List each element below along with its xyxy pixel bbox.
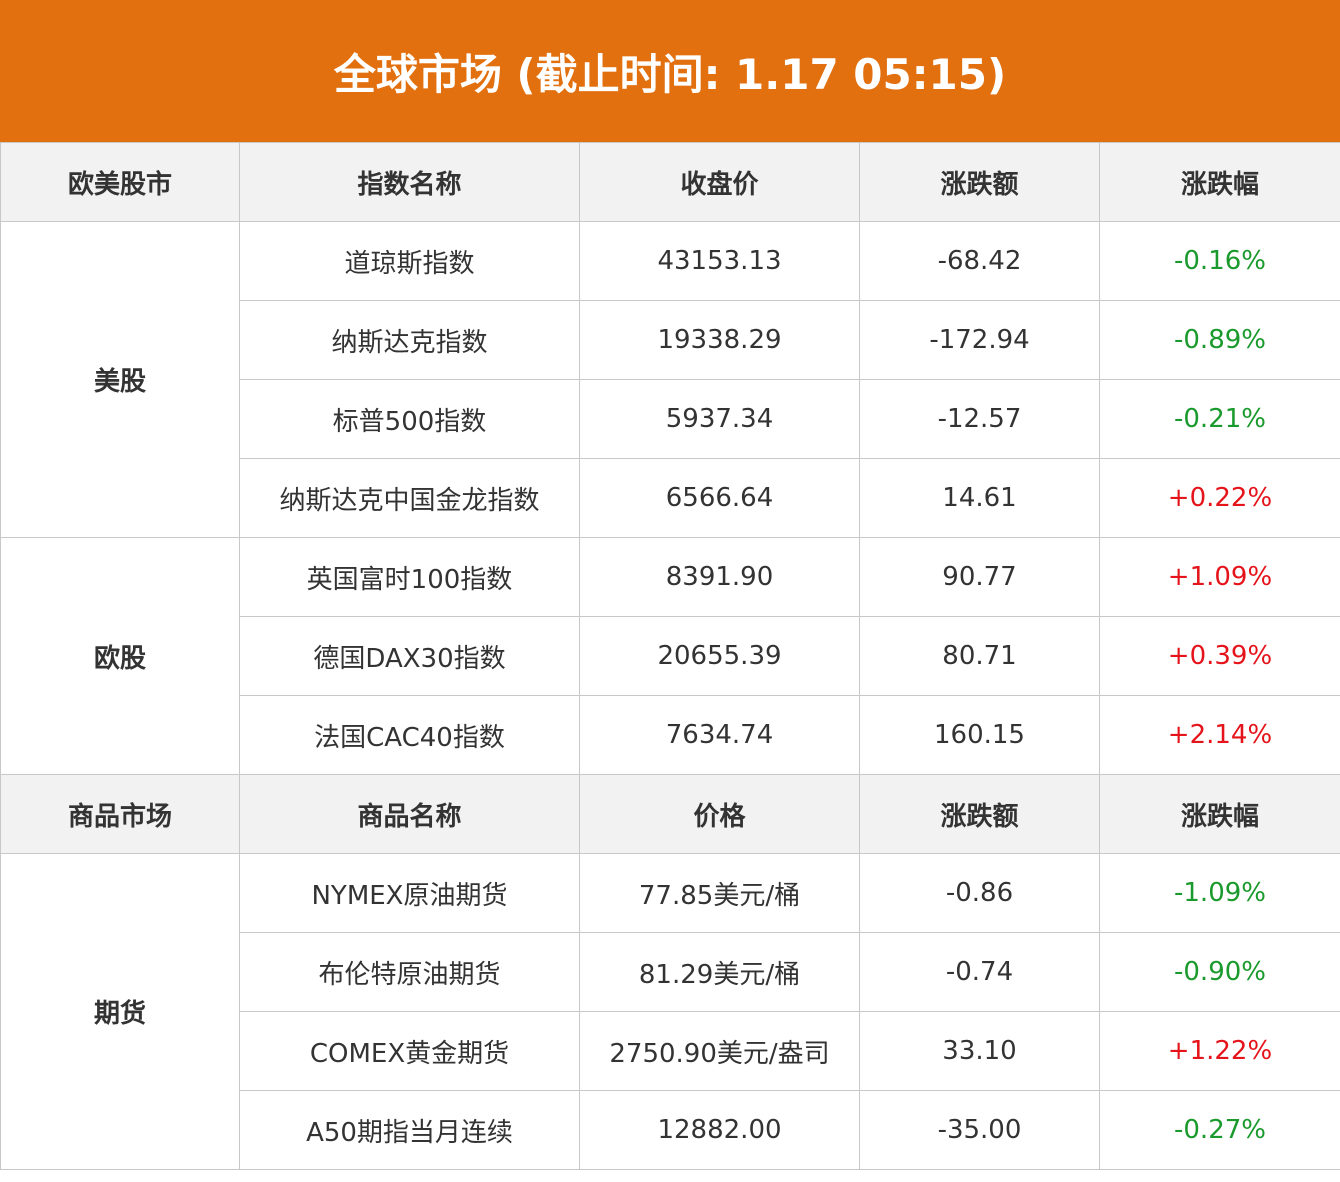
cell: 77.85美元/桶 [579,853,860,933]
cell: 2750.90美元/盎司 [579,1011,860,1091]
header-cell: 商品市场 [0,774,240,854]
market-table: 欧美股市 指数名称 收盘价 涨跌额 涨跌幅 美股 道琼斯指数 43153.13 -68.42 -0… [0,142,1340,1170]
header-cell: 涨跌幅 [1099,142,1340,222]
cell: 80.71 [859,616,1100,696]
cell: -68.42 [859,221,1100,301]
cell: -0.16% [1099,221,1340,301]
cell: -0.90% [1099,932,1340,1012]
data-row: 期货 NYMEX原油期货 77.85美元/桶 -0.86 -1.09% [0,853,1340,1170]
cell: -0.27% [1099,1090,1340,1170]
header-cell: 收盘价 [579,142,860,222]
cell: A50期指当月连续 [239,1090,580,1170]
cell: 20655.39 [579,616,860,696]
group-cell: 欧股 [0,537,240,775]
cell: 7634.74 [579,695,860,775]
cell: 道琼斯指数 [239,221,580,301]
data-row: 纳斯达克中国金龙指数 6566.64 14.61 +0.22% [1,458,1340,538]
cell: -0.21% [1099,379,1340,459]
cell: COMEX黄金期货 [239,1011,580,1091]
cell: -12.57 [859,379,1100,459]
title: 全球市场 (截止时间: 1.17 05:15) [0,0,1340,142]
data-row: 德国DAX30指数 20655.39 80.71 +0.39% [1,616,1340,696]
cell: 90.77 [859,537,1100,617]
cell: 8391.90 [579,537,860,617]
cell: 标普500指数 [239,379,580,459]
header-cell: 涨跌额 [859,774,1100,854]
cell: +2.14% [1099,695,1340,775]
cell: 12882.00 [579,1090,860,1170]
cell: NYMEX原油期货 [239,853,580,933]
cell: 布伦特原油期货 [239,932,580,1012]
group-cell: 美股 [0,221,240,538]
cell: 14.61 [859,458,1100,538]
cell: 33.10 [859,1011,1100,1091]
cell: 6566.64 [579,458,860,538]
cell: 法国CAC40指数 [239,695,580,775]
data-row: A50期指当月连续 12882.00 -35.00 -0.27% [1,1090,1340,1170]
cell: 81.29美元/桶 [579,932,860,1012]
header-cell: 商品名称 [239,774,580,854]
cell: -0.74 [859,932,1100,1012]
cell: -35.00 [859,1090,1100,1170]
cell: +1.22% [1099,1011,1340,1091]
cell: -0.89% [1099,300,1340,380]
data-row: COMEX黄金期货 2750.90美元/盎司 33.10 +1.22% [1,1011,1340,1091]
header-cell: 涨跌额 [859,142,1100,222]
cell: 纳斯达克指数 [239,300,580,380]
cell: 纳斯达克中国金龙指数 [239,458,580,538]
cell: +0.22% [1099,458,1340,538]
cell: 德国DAX30指数 [239,616,580,696]
data-row: 美股 道琼斯指数 43153.13 -68.42 -0.16% [0,221,1340,538]
header-row: 商品市场 商品名称 价格 涨跌额 涨跌幅 [0,774,1340,854]
header-cell: 欧美股市 [0,142,240,222]
data-row: 欧股 英国富时100指数 8391.90 90.77 +1.09% [0,537,1340,775]
cell: 43153.13 [579,221,860,301]
cell: -0.86 [859,853,1100,933]
header-cell: 涨跌幅 [1099,774,1340,854]
cell: +0.39% [1099,616,1340,696]
cell: 160.15 [859,695,1100,775]
cell: 5937.34 [579,379,860,459]
cell: -1.09% [1099,853,1340,933]
header-cell: 价格 [579,774,860,854]
group-cell: 期货 [0,853,240,1170]
data-row: 法国CAC40指数 7634.74 160.15 +2.14% [1,695,1340,775]
cell: 19338.29 [579,300,860,380]
data-row: 布伦特原油期货 81.29美元/桶 -0.74 -0.90% [1,932,1340,1012]
cell: -172.94 [859,300,1100,380]
cell: 英国富时100指数 [239,537,580,617]
header-row: 欧美股市 指数名称 收盘价 涨跌额 涨跌幅 [0,142,1340,222]
cell: +1.09% [1099,537,1340,617]
data-row: 标普500指数 5937.34 -12.57 -0.21% [1,379,1340,459]
header-cell: 指数名称 [239,142,580,222]
